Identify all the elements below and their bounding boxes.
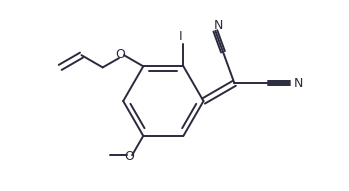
Text: O: O [124, 150, 134, 163]
Text: O: O [116, 48, 126, 61]
Text: N: N [213, 19, 223, 32]
Text: N: N [293, 77, 303, 90]
Text: I: I [178, 30, 182, 43]
